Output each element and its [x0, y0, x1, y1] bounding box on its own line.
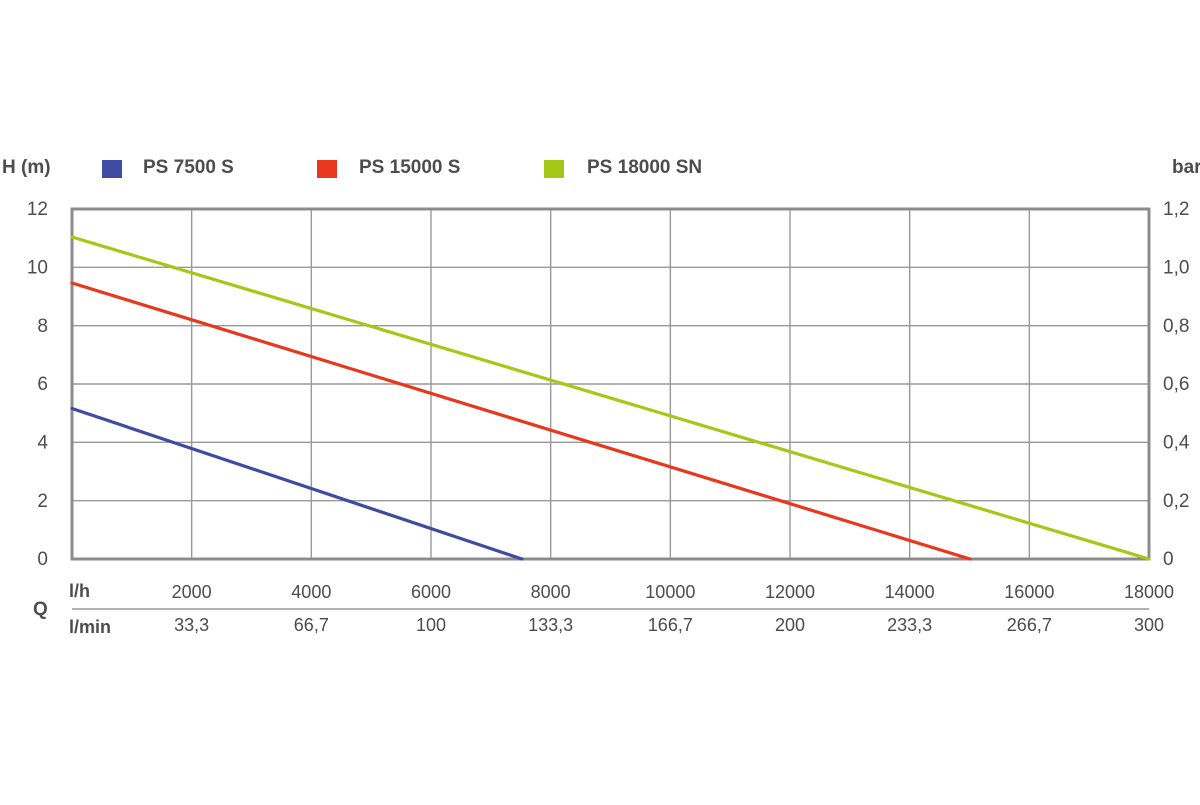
svg-text:bar: bar [1172, 157, 1200, 178]
svg-text:166,7: 166,7 [648, 615, 693, 635]
svg-text:l/min: l/min [69, 617, 111, 637]
svg-text:l/h: l/h [69, 581, 90, 601]
svg-text:66,7: 66,7 [294, 615, 329, 635]
svg-text:300: 300 [1134, 615, 1164, 635]
svg-text:1,2: 1,2 [1163, 199, 1189, 220]
svg-text:10: 10 [27, 258, 48, 279]
svg-text:H (m): H (m) [2, 157, 51, 178]
svg-text:12000: 12000 [765, 582, 815, 602]
svg-text:4: 4 [37, 433, 48, 454]
svg-text:1,0: 1,0 [1163, 258, 1189, 279]
svg-text:0: 0 [37, 549, 48, 570]
svg-text:266,7: 266,7 [1007, 615, 1052, 635]
svg-text:6: 6 [37, 374, 48, 395]
svg-text:10000: 10000 [645, 582, 695, 602]
svg-text:2000: 2000 [172, 582, 212, 602]
svg-text:100: 100 [416, 615, 446, 635]
svg-text:14000: 14000 [885, 582, 935, 602]
svg-text:PS 18000 SN: PS 18000 SN [587, 157, 702, 178]
svg-text:233,3: 233,3 [887, 615, 932, 635]
svg-text:0,6: 0,6 [1163, 374, 1189, 395]
svg-text:0: 0 [1163, 549, 1174, 570]
svg-text:16000: 16000 [1004, 582, 1054, 602]
svg-text:Q: Q [33, 599, 48, 620]
svg-text:133,3: 133,3 [528, 615, 573, 635]
svg-text:PS 7500 S: PS 7500 S [143, 157, 234, 178]
svg-text:8: 8 [37, 316, 48, 337]
svg-text:12: 12 [27, 199, 48, 220]
svg-text:6000: 6000 [411, 582, 451, 602]
svg-text:200: 200 [775, 615, 805, 635]
svg-text:PS 15000 S: PS 15000 S [359, 157, 460, 178]
svg-text:33,3: 33,3 [174, 615, 209, 635]
svg-text:4000: 4000 [291, 582, 331, 602]
svg-text:2: 2 [37, 491, 48, 512]
svg-text:0,4: 0,4 [1163, 433, 1190, 454]
svg-text:0,2: 0,2 [1163, 491, 1189, 512]
svg-text:18000: 18000 [1124, 582, 1174, 602]
svg-text:8000: 8000 [531, 582, 571, 602]
svg-text:0,8: 0,8 [1163, 316, 1189, 337]
